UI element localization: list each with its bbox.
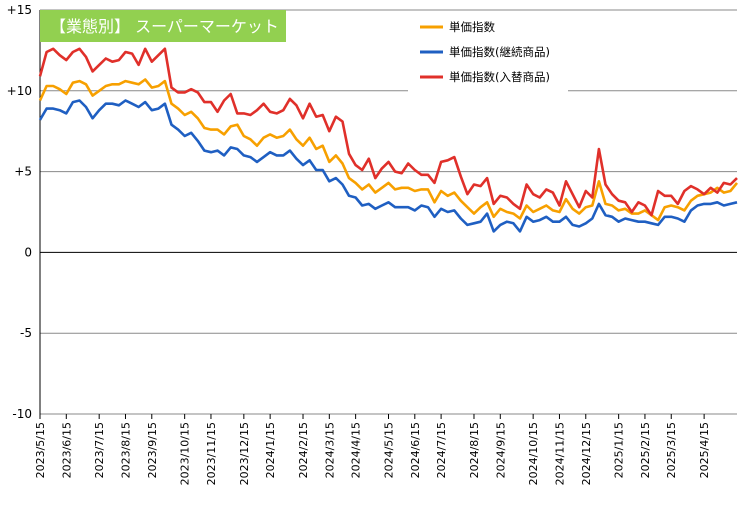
x-tick-label: 2024/10/15 — [527, 422, 540, 485]
series-lines — [38, 47, 739, 233]
chart-title: 【業態別】 スーパーマーケット — [50, 17, 279, 36]
legend-label: 単価指数(入替商品) — [449, 70, 550, 84]
legend-label: 単価指数 — [449, 20, 495, 34]
x-tick-label: 2024/8/15 — [468, 422, 481, 478]
y-tick-label: +15 — [7, 3, 32, 17]
y-tick-label: -10 — [12, 407, 32, 421]
x-tick-label: 2023/9/15 — [146, 422, 159, 478]
y-tick-label: +10 — [7, 84, 32, 98]
x-axis-tick-labels: 2023/5/15 2023/6/15 2023/7/15 2023/8/15 2023… — [34, 414, 711, 485]
x-tick-label: 2024/7/15 — [435, 422, 448, 478]
x-tick-label: 2023/10/15 — [179, 422, 192, 485]
x-tick-label: 2025/3/15 — [665, 422, 678, 478]
y-tick-label: +5 — [14, 165, 32, 179]
series-line — [38, 99, 738, 233]
x-tick-label: 2024/2/15 — [297, 422, 310, 478]
x-tick-label: 2024/1/15 — [264, 422, 277, 478]
x-tick-label: 2023/11/15 — [205, 422, 218, 485]
x-tick-label: 2023/8/15 — [119, 422, 132, 478]
y-tick-label: 0 — [24, 245, 32, 259]
x-tick-label: 2025/4/15 — [698, 422, 711, 478]
x-tick-label: 2025/2/15 — [639, 422, 652, 478]
legend-label: 単価指数(継続商品) — [449, 45, 550, 59]
x-tick-label: 2024/4/15 — [350, 422, 363, 478]
x-tick-label: 2024/11/15 — [553, 422, 566, 485]
x-tick-label: 2023/6/15 — [60, 422, 73, 478]
y-axis-tick-labels: +15 +10 +5 0 -5 -10 — [7, 3, 32, 421]
x-tick-label: 2024/3/15 — [323, 422, 336, 478]
x-tick-label: 2024/9/15 — [494, 422, 507, 478]
x-tick-label: 2023/5/15 — [34, 422, 47, 478]
x-tick-label: 2024/6/15 — [409, 422, 422, 478]
x-tick-label: 2023/7/15 — [93, 422, 106, 478]
x-tick-label: 2024/5/15 — [383, 422, 396, 478]
chart-title-box: 【業態別】 スーパーマーケット — [40, 10, 286, 42]
x-tick-label: 2024/12/15 — [580, 422, 593, 485]
x-tick-label: 2025/1/15 — [613, 422, 626, 478]
series-line — [38, 47, 738, 217]
y-tick-label: -5 — [20, 326, 32, 340]
series-line — [38, 78, 739, 222]
x-tick-label: 2023/12/15 — [238, 422, 251, 485]
